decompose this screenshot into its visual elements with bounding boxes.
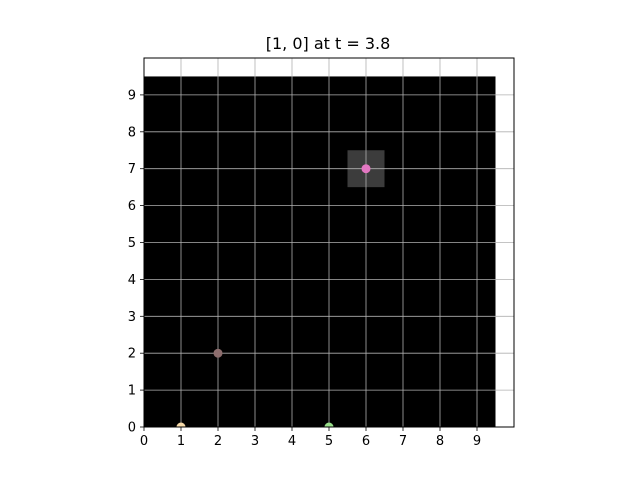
data-point-1 (213, 348, 223, 358)
y-tick-label-2: 2 (128, 347, 136, 362)
data-points (176, 164, 371, 427)
chart-title: [1, 0] at t = 3.8 (266, 34, 391, 53)
x-tick-label-2: 2 (214, 434, 222, 449)
y-tick-label-6: 6 (128, 199, 136, 214)
y-tick-label-3: 3 (128, 310, 136, 325)
y-tick-label-8: 8 (128, 125, 136, 140)
data-point-2 (176, 422, 186, 427)
y-tick-label-4: 4 (128, 273, 136, 288)
x-tick-label-9: 9 (473, 434, 481, 449)
y-tick-label-0: 0 (128, 421, 136, 436)
x-tick-label-7: 7 (399, 434, 407, 449)
plot-area (143, 57, 515, 428)
x-tick-label-8: 8 (436, 434, 444, 449)
x-tick-label-1: 1 (177, 434, 185, 449)
dark-region (144, 76, 496, 427)
x-tick-label-0: 0 (140, 434, 148, 449)
x-axis-ticks: 0 1 2 3 4 5 6 7 8 9 (140, 427, 481, 449)
y-axis-ticks: 0 1 2 3 4 5 6 7 8 9 (128, 88, 144, 436)
x-tick-label-5: 5 (325, 434, 333, 449)
x-tick-label-3: 3 (251, 434, 259, 449)
y-tick-label-5: 5 (128, 236, 136, 251)
data-point-0 (361, 164, 371, 174)
x-tick-label-4: 4 (288, 434, 296, 449)
x-tick-label-6: 6 (362, 434, 370, 449)
data-point-3 (324, 422, 334, 427)
grid-lines (143, 58, 514, 428)
y-tick-label-9: 9 (128, 88, 136, 103)
y-tick-label-1: 1 (128, 384, 136, 399)
y-tick-label-7: 7 (128, 162, 136, 177)
